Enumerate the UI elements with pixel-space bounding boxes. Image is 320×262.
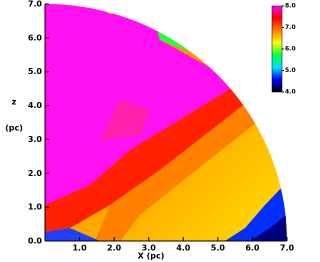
y-tick-label: 3.0 xyxy=(28,135,43,144)
chart: X (pc) z (pc) 1.0 2.0 3.0 4.0 5.0 6.0 7.0 0.0 1.… xyxy=(5,0,296,261)
y-tick-label: 5.0 xyxy=(28,67,43,76)
y-tick-label: 2.0 xyxy=(28,169,43,178)
y-tick-label: 6.0 xyxy=(28,33,43,42)
colorbar-tick-label: 8.0 xyxy=(285,3,296,10)
colorbar-tick-label: 4.0 xyxy=(285,89,296,96)
x-tick-label: 7.0 xyxy=(280,244,295,253)
colorbar-tick-label: 5.0 xyxy=(285,67,296,74)
colorbar-tick-label: 7.0 xyxy=(285,24,296,31)
y-axis-label: z xyxy=(12,98,17,107)
colorbar xyxy=(271,5,283,93)
y-tick-label: 1.0 xyxy=(28,203,43,212)
y-tick-label: 7.0 xyxy=(28,0,43,9)
colorbar-tick-label: 6.0 xyxy=(285,46,296,53)
x-tick-label: 3.0 xyxy=(142,244,157,253)
y-tick-label: 4.0 xyxy=(28,101,43,110)
x-tick-label: 6.0 xyxy=(245,244,260,253)
x-tick-label: 5.0 xyxy=(211,244,226,253)
x-tick-label: 4.0 xyxy=(176,244,191,253)
y-axis-label: (pc) xyxy=(5,124,23,133)
x-tick-label: 2.0 xyxy=(107,244,122,253)
x-tick-label: 1.0 xyxy=(72,244,87,253)
y-tick-label: 0.0 xyxy=(28,237,43,246)
field-map xyxy=(45,4,287,241)
x-axis-label: X (pc) xyxy=(138,252,165,261)
